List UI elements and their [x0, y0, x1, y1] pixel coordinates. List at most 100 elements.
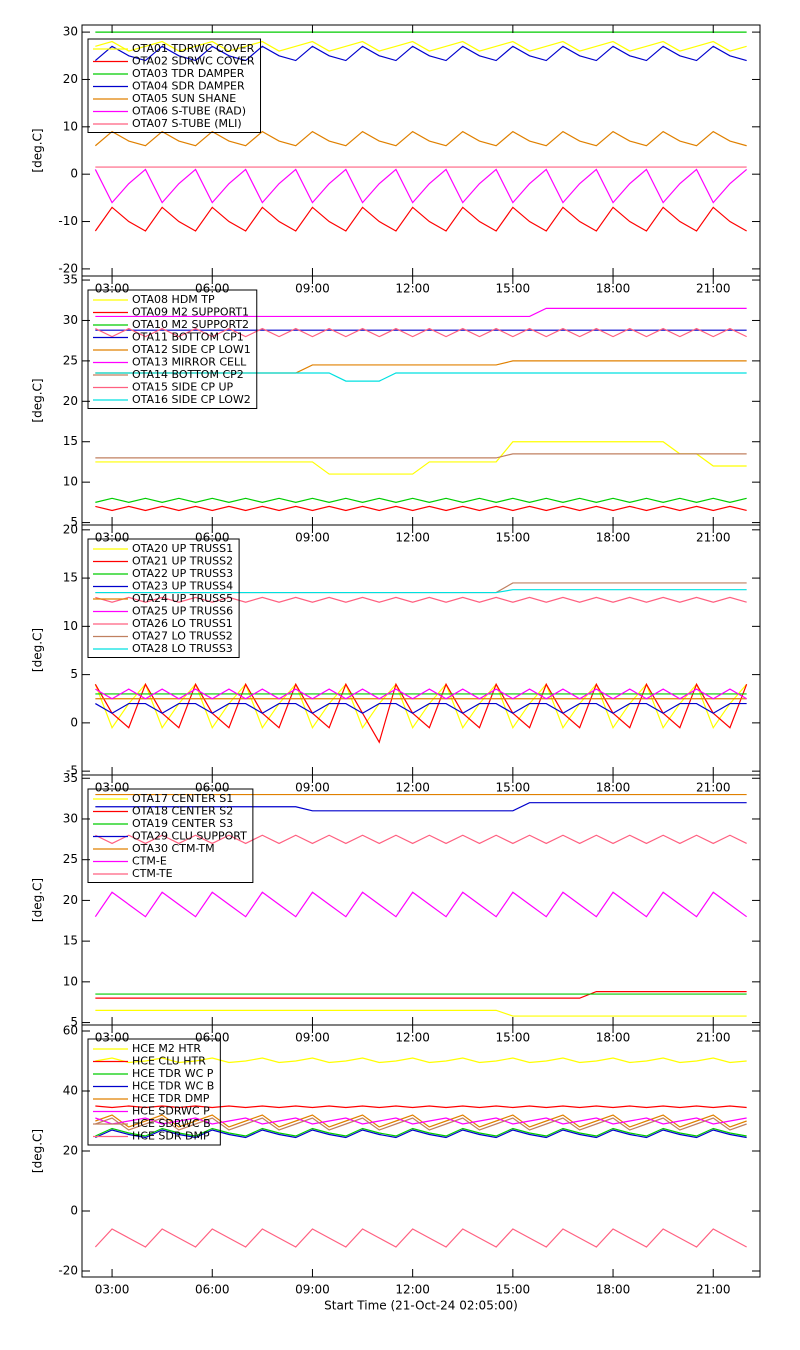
legend-label: OTA28 LO TRUSS3	[132, 642, 233, 655]
y-tick-label: 40	[63, 1084, 78, 1098]
x-tick-label: 18:00	[596, 1031, 631, 1045]
y-tick-label: 0	[70, 167, 78, 181]
legend-box	[87, 788, 254, 883]
legend-label: OTA23 UP TRUSS4	[132, 580, 233, 593]
legend-label: OTA26 LO TRUSS1	[132, 617, 233, 630]
legend-box	[87, 289, 258, 409]
legend-label: OTA16 SIDE CP LOW2	[132, 393, 251, 406]
y-tick-label: 30	[63, 25, 78, 39]
legend-label: OTA02 SDRWC COVER	[132, 55, 255, 68]
legend-label: OTA15 SIDE CP UP	[132, 381, 234, 394]
legend-label: CTM-TE	[132, 867, 173, 880]
legend-label: OTA25 UP TRUSS6	[132, 605, 233, 618]
y-tick-label: 35	[63, 771, 78, 785]
series-line	[94, 130, 747, 147]
series-line	[95, 1127, 747, 1137]
legend-label: HCE SDR DMP	[132, 1130, 210, 1143]
x-tick-label: 06:00	[195, 781, 230, 795]
x-tick-label: 18:00	[596, 282, 631, 296]
y-tick-label: 10	[63, 974, 78, 988]
legend-label: OTA21 UP TRUSS2	[132, 555, 233, 568]
legend-box	[87, 538, 240, 658]
x-tick-label: 09:00	[295, 282, 330, 296]
legend-label: OTA27 LO TRUSS2	[132, 630, 233, 643]
legend-label: OTA30 CTM-TM	[132, 842, 215, 855]
x-tick-label: 18:00	[596, 781, 631, 795]
legend-label: OTA06 S-TUBE (RAD)	[132, 105, 246, 118]
y-tick-label: 60	[63, 1024, 78, 1038]
x-tick-label: 18:00	[596, 1283, 631, 1297]
x-tick-label: 21:00	[696, 781, 731, 795]
y-axis-label: [deg.C]	[31, 128, 45, 172]
series-line	[94, 45, 747, 62]
series-line	[95, 327, 747, 338]
series-line	[95, 453, 747, 459]
series-line	[95, 834, 747, 845]
y-tick-label: 10	[63, 475, 78, 489]
y-axis-label: [deg.C]	[31, 878, 45, 922]
y-tick-label: 20	[63, 522, 78, 536]
x-tick-label: 09:00	[295, 781, 330, 795]
legend-label: OTA12 SIDE CP LOW1	[132, 343, 251, 356]
x-tick-label: 21:00	[696, 531, 731, 545]
y-tick-label: 25	[63, 353, 78, 367]
legend-label: OTA17 CENTER S1	[132, 792, 233, 805]
x-tick-label: 15:00	[496, 781, 531, 795]
series-line	[95, 1117, 747, 1131]
y-tick-label: -5	[66, 764, 78, 778]
x-tick-label: 15:00	[496, 531, 531, 545]
x-tick-label: 09:00	[295, 531, 330, 545]
x-tick-label: 06:00	[195, 282, 230, 296]
legend-box	[87, 1038, 221, 1146]
series-line	[95, 441, 747, 475]
y-tick-label: 0	[70, 715, 78, 729]
y-axis-label: [deg.C]	[31, 1129, 45, 1173]
x-tick-label: 12:00	[395, 1031, 430, 1045]
legend-label: OTA11 BOTTOM CP1	[132, 331, 244, 344]
x-tick-label: 15:00	[496, 1283, 531, 1297]
legend-label: OTA29 CLU SUPPORT	[132, 830, 247, 843]
legend-label: OTA03 TDR DAMPER	[132, 67, 245, 80]
series-line	[95, 802, 747, 812]
legend-label: HCE M2 HTR	[132, 1042, 201, 1055]
series-line	[95, 505, 747, 512]
legend-label: OTA24 UP TRUSS5	[132, 592, 233, 605]
x-tick-label: 03:00	[95, 1031, 130, 1045]
x-tick-label: 06:00	[195, 1283, 230, 1297]
series-line	[95, 1129, 747, 1139]
series-line	[94, 891, 747, 918]
y-tick-label: 5	[70, 1015, 78, 1029]
legend-label: HCE TDR DMP	[132, 1092, 210, 1105]
series-line	[95, 1105, 747, 1109]
series-line	[95, 1009, 747, 1017]
y-axis-label: [deg.C]	[31, 628, 45, 672]
series-line	[95, 372, 747, 382]
x-axis-label: Start Time (21-Oct-24 02:05:00)	[324, 1299, 518, 1313]
y-tick-label: 20	[63, 893, 78, 907]
y-tick-label: 15	[63, 571, 78, 585]
y-tick-label: 5	[70, 515, 78, 529]
legend-label: OTA01 TDRWC COVER	[132, 42, 255, 55]
x-tick-label: 09:00	[295, 1031, 330, 1045]
x-tick-label: 21:00	[696, 1283, 731, 1297]
legend-label: OTA09 M2 SUPPORT1	[132, 306, 249, 319]
x-tick-label: 03:00	[95, 1283, 130, 1297]
x-tick-label: 03:00	[95, 781, 130, 795]
series-line	[95, 1114, 747, 1128]
legend-label: CTM-E	[132, 855, 167, 868]
y-tick-label: 10	[63, 119, 78, 133]
y-tick-label: 20	[63, 72, 78, 86]
legend-label: OTA05 SUN SHANE	[132, 92, 236, 105]
legend-label: HCE SDRWC P	[132, 1105, 210, 1118]
x-tick-label: 21:00	[696, 1031, 731, 1045]
series-line	[95, 688, 747, 700]
y-tick-label: 15	[63, 434, 78, 448]
y-tick-label: 30	[63, 811, 78, 825]
y-tick-label: -10	[58, 214, 78, 228]
legend-label: OTA19 CENTER S3	[132, 817, 233, 830]
